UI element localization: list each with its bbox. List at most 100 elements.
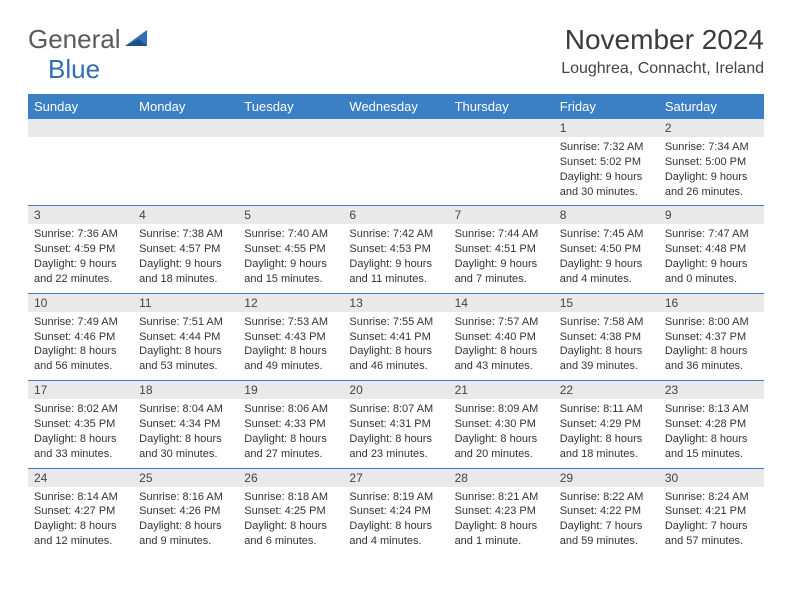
sunset-line: Sunset: 4:53 PM [349, 242, 442, 257]
sunset-line: Sunset: 4:43 PM [244, 330, 337, 345]
col-tuesday: Tuesday [238, 95, 343, 119]
page-title: November 2024 [561, 24, 764, 56]
calendar-table: Sunday Monday Tuesday Wednesday Thursday… [28, 95, 764, 555]
sunrise-line: Sunrise: 7:44 AM [455, 227, 548, 242]
day-number-cell: 17 [28, 381, 133, 400]
sunrise-line: Sunrise: 7:40 AM [244, 227, 337, 242]
day-number-cell: 14 [449, 293, 554, 312]
col-sunday: Sunday [28, 95, 133, 119]
sunrise-line: Sunrise: 8:07 AM [349, 402, 442, 417]
day-detail-cell: Sunrise: 7:49 AMSunset: 4:46 PMDaylight:… [28, 312, 133, 381]
sunrise-line: Sunrise: 8:00 AM [665, 315, 758, 330]
day-detail-cell: Sunrise: 7:51 AMSunset: 4:44 PMDaylight:… [133, 312, 238, 381]
day-number-cell: 16 [659, 293, 764, 312]
day-number-cell [28, 119, 133, 138]
daylight-line: Daylight: 7 hours and 57 minutes. [665, 519, 758, 549]
sunrise-line: Sunrise: 8:18 AM [244, 490, 337, 505]
daylight-line: Daylight: 8 hours and 53 minutes. [139, 344, 232, 374]
col-saturday: Saturday [659, 95, 764, 119]
sunset-line: Sunset: 4:33 PM [244, 417, 337, 432]
daylight-line: Daylight: 9 hours and 30 minutes. [560, 170, 653, 200]
sunrise-line: Sunrise: 7:55 AM [349, 315, 442, 330]
sunrise-line: Sunrise: 8:24 AM [665, 490, 758, 505]
daylight-line: Daylight: 8 hours and 9 minutes. [139, 519, 232, 549]
sunset-line: Sunset: 4:28 PM [665, 417, 758, 432]
daylight-line: Daylight: 8 hours and 39 minutes. [560, 344, 653, 374]
day-detail-cell: Sunrise: 7:44 AMSunset: 4:51 PMDaylight:… [449, 224, 554, 293]
day-number-cell: 13 [343, 293, 448, 312]
sunset-line: Sunset: 4:35 PM [34, 417, 127, 432]
weekday-header-row: Sunday Monday Tuesday Wednesday Thursday… [28, 95, 764, 119]
col-wednesday: Wednesday [343, 95, 448, 119]
sunset-line: Sunset: 4:59 PM [34, 242, 127, 257]
day-detail-cell: Sunrise: 7:32 AMSunset: 5:02 PMDaylight:… [554, 137, 659, 206]
sunset-line: Sunset: 4:46 PM [34, 330, 127, 345]
sunrise-line: Sunrise: 7:57 AM [455, 315, 548, 330]
day-detail-cell: Sunrise: 7:42 AMSunset: 4:53 PMDaylight:… [343, 224, 448, 293]
day-number-cell: 26 [238, 468, 343, 487]
calendar-body: 12Sunrise: 7:32 AMSunset: 5:02 PMDayligh… [28, 119, 764, 555]
sunrise-line: Sunrise: 8:06 AM [244, 402, 337, 417]
daylight-line: Daylight: 8 hours and 20 minutes. [455, 432, 548, 462]
day-number-cell: 5 [238, 206, 343, 225]
sunrise-line: Sunrise: 7:53 AM [244, 315, 337, 330]
triangle-icon [125, 24, 151, 55]
day-number-cell: 6 [343, 206, 448, 225]
page-subtitle: Loughrea, Connacht, Ireland [561, 60, 764, 78]
day-number-cell: 25 [133, 468, 238, 487]
day-number-cell [343, 119, 448, 138]
day-detail-cell: Sunrise: 8:04 AMSunset: 4:34 PMDaylight:… [133, 399, 238, 468]
sunset-line: Sunset: 4:55 PM [244, 242, 337, 257]
col-monday: Monday [133, 95, 238, 119]
sunset-line: Sunset: 4:23 PM [455, 504, 548, 519]
daylight-line: Daylight: 8 hours and 4 minutes. [349, 519, 442, 549]
sunrise-line: Sunrise: 8:14 AM [34, 490, 127, 505]
day-detail-cell: Sunrise: 7:40 AMSunset: 4:55 PMDaylight:… [238, 224, 343, 293]
sunrise-line: Sunrise: 7:45 AM [560, 227, 653, 242]
daylight-line: Daylight: 8 hours and 18 minutes. [560, 432, 653, 462]
sunrise-line: Sunrise: 7:38 AM [139, 227, 232, 242]
daylight-line: Daylight: 9 hours and 7 minutes. [455, 257, 548, 287]
day-number-cell: 11 [133, 293, 238, 312]
day-number-cell: 28 [449, 468, 554, 487]
day-detail-cell: Sunrise: 8:16 AMSunset: 4:26 PMDaylight:… [133, 487, 238, 555]
sunset-line: Sunset: 4:27 PM [34, 504, 127, 519]
daynum-row: 3456789 [28, 206, 764, 225]
day-number-cell: 22 [554, 381, 659, 400]
detail-row: Sunrise: 7:49 AMSunset: 4:46 PMDaylight:… [28, 312, 764, 381]
daylight-line: Daylight: 8 hours and 49 minutes. [244, 344, 337, 374]
day-detail-cell [28, 137, 133, 206]
day-detail-cell: Sunrise: 7:34 AMSunset: 5:00 PMDaylight:… [659, 137, 764, 206]
day-number-cell: 9 [659, 206, 764, 225]
day-number-cell [238, 119, 343, 138]
day-detail-cell: Sunrise: 8:07 AMSunset: 4:31 PMDaylight:… [343, 399, 448, 468]
day-detail-cell [133, 137, 238, 206]
daylight-line: Daylight: 9 hours and 15 minutes. [244, 257, 337, 287]
sunset-line: Sunset: 4:48 PM [665, 242, 758, 257]
day-detail-cell: Sunrise: 8:14 AMSunset: 4:27 PMDaylight:… [28, 487, 133, 555]
sunrise-line: Sunrise: 7:47 AM [665, 227, 758, 242]
sunset-line: Sunset: 4:44 PM [139, 330, 232, 345]
sunset-line: Sunset: 4:21 PM [665, 504, 758, 519]
detail-row: Sunrise: 7:32 AMSunset: 5:02 PMDaylight:… [28, 137, 764, 206]
daylight-line: Daylight: 8 hours and 12 minutes. [34, 519, 127, 549]
day-detail-cell: Sunrise: 7:55 AMSunset: 4:41 PMDaylight:… [343, 312, 448, 381]
daynum-row: 10111213141516 [28, 293, 764, 312]
day-detail-cell: Sunrise: 7:38 AMSunset: 4:57 PMDaylight:… [133, 224, 238, 293]
daylight-line: Daylight: 9 hours and 11 minutes. [349, 257, 442, 287]
sunrise-line: Sunrise: 8:16 AM [139, 490, 232, 505]
sunrise-line: Sunrise: 7:51 AM [139, 315, 232, 330]
daylight-line: Daylight: 9 hours and 22 minutes. [34, 257, 127, 287]
day-number-cell: 19 [238, 381, 343, 400]
daylight-line: Daylight: 7 hours and 59 minutes. [560, 519, 653, 549]
daylight-line: Daylight: 8 hours and 43 minutes. [455, 344, 548, 374]
title-block: November 2024 Loughrea, Connacht, Irelan… [561, 24, 764, 78]
day-detail-cell [238, 137, 343, 206]
sunrise-line: Sunrise: 7:34 AM [665, 140, 758, 155]
daylight-line: Daylight: 9 hours and 4 minutes. [560, 257, 653, 287]
day-number-cell: 8 [554, 206, 659, 225]
daynum-row: 24252627282930 [28, 468, 764, 487]
daylight-line: Daylight: 9 hours and 0 minutes. [665, 257, 758, 287]
sunset-line: Sunset: 4:29 PM [560, 417, 653, 432]
daylight-line: Daylight: 9 hours and 26 minutes. [665, 170, 758, 200]
